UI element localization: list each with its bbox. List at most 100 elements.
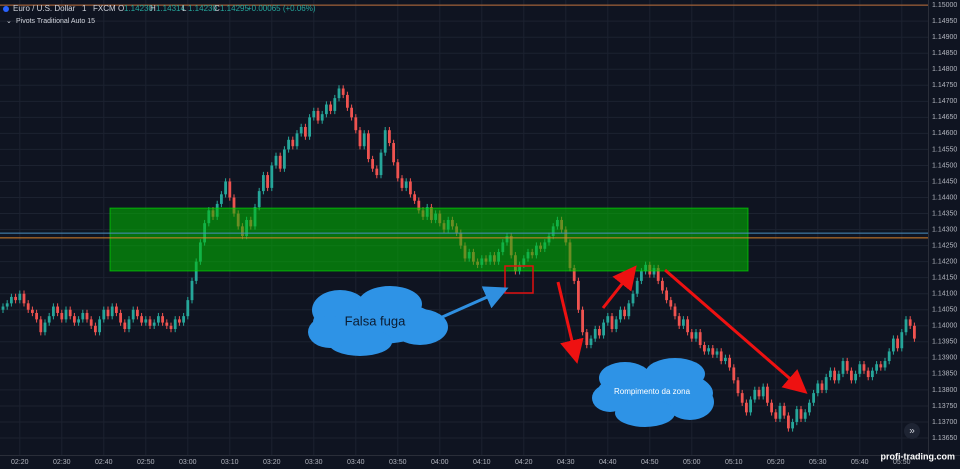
candle-body xyxy=(123,322,127,329)
zone xyxy=(109,207,749,272)
candle-body xyxy=(829,370,832,378)
x-tick-label: 02:40 xyxy=(95,459,113,466)
candle-body xyxy=(140,316,143,323)
y-tick-label: 1.14600 xyxy=(932,130,957,137)
candle-body xyxy=(850,370,853,381)
candle-body xyxy=(379,152,383,176)
y-tick-label: 1.14900 xyxy=(932,34,957,41)
ohlc-label: H xyxy=(150,4,156,13)
x-tick-label: 03:50 xyxy=(389,459,407,466)
candle-body xyxy=(304,126,307,137)
candle-body xyxy=(329,104,332,111)
candle-body xyxy=(291,139,295,147)
candle-body xyxy=(782,405,786,416)
candle-body xyxy=(589,338,593,346)
candle-body xyxy=(77,319,80,323)
x-tick-label: 04:20 xyxy=(515,459,533,466)
candle-body xyxy=(673,306,677,317)
indicator[interactable]: Pivots Traditional Auto 15 xyxy=(16,18,95,25)
candle-body xyxy=(81,312,85,320)
candle-body xyxy=(52,306,55,317)
candle-body xyxy=(94,325,97,333)
candle-body xyxy=(610,316,614,329)
candle-body xyxy=(119,312,122,323)
candle-body xyxy=(325,104,328,115)
candle-body xyxy=(362,133,366,147)
candle-body xyxy=(337,88,341,99)
candle-body xyxy=(312,110,316,118)
candle-body xyxy=(862,364,866,371)
y-tick-label: 1.14700 xyxy=(932,98,957,105)
x-tick-label: 02:20 xyxy=(11,459,29,466)
candle-body xyxy=(169,325,173,329)
candle-body xyxy=(812,393,815,403)
candle-body xyxy=(22,293,26,304)
candle-body xyxy=(736,380,740,394)
candle-body xyxy=(766,386,769,403)
candle-body xyxy=(908,319,912,326)
candle-body xyxy=(161,316,164,323)
candle-body xyxy=(110,306,114,317)
scroll-icon[interactable]: » xyxy=(909,426,915,437)
candle-body xyxy=(10,296,13,304)
scroll-button[interactable]: » xyxy=(904,423,920,439)
x-tick-label: 05:10 xyxy=(725,459,743,466)
candle-body xyxy=(774,412,778,419)
candle-body xyxy=(841,361,845,374)
x-tick-label: 04:10 xyxy=(473,459,491,466)
candle-body xyxy=(866,370,870,378)
candle-body xyxy=(627,303,631,317)
x-tick-label: 05:20 xyxy=(767,459,785,466)
cloud xyxy=(592,358,714,427)
candle-body xyxy=(913,325,916,339)
x-tick-label: 04:00 xyxy=(431,459,449,466)
candle-body xyxy=(803,412,807,419)
candle-body xyxy=(350,107,353,118)
y-tick-label: 1.14350 xyxy=(932,210,957,217)
candle-body xyxy=(682,319,685,326)
candle-body xyxy=(606,316,610,323)
candle-body xyxy=(367,133,370,160)
x-tick-label: 03:40 xyxy=(347,459,365,466)
candle-body xyxy=(320,114,324,121)
candle-body xyxy=(753,389,757,400)
candle-body xyxy=(824,377,828,390)
candle-body xyxy=(18,293,22,301)
candle-body xyxy=(383,130,387,153)
candle-body xyxy=(274,155,278,166)
candle-body xyxy=(354,117,358,131)
candle-body xyxy=(585,332,589,346)
y-tick-label: 1.14400 xyxy=(932,194,957,201)
y-tick-label: 1.13650 xyxy=(932,435,957,442)
candle-body xyxy=(778,405,782,419)
y-tick-label: 1.14650 xyxy=(932,114,957,121)
y-tick-label: 1.14200 xyxy=(932,258,957,265)
ohlc-value: 1.14295 xyxy=(220,4,249,13)
candle-body xyxy=(287,139,290,150)
candle-body xyxy=(43,322,47,333)
candle-body xyxy=(892,338,895,352)
candle-body xyxy=(388,130,391,144)
x-tick-label: 05:50 xyxy=(893,459,911,466)
candle-body xyxy=(39,319,43,333)
change: +0.00065 (+0.06%) xyxy=(247,4,316,13)
annotation: Rompimento da zona xyxy=(614,387,691,396)
candle-body xyxy=(677,316,681,326)
candle-body xyxy=(232,197,236,214)
arrow xyxy=(664,268,808,394)
candle-body xyxy=(178,319,181,323)
candle-body xyxy=(148,319,152,326)
candle-body xyxy=(761,386,765,397)
candle-body xyxy=(35,312,38,320)
candle-body xyxy=(703,345,706,352)
candle-body xyxy=(341,88,345,95)
candle-body xyxy=(640,271,643,281)
y-tick-label: 1.14800 xyxy=(932,66,957,73)
toggle-icon[interactable]: ⌄ xyxy=(6,18,12,25)
ohlc-value: 1.14230 xyxy=(188,4,217,13)
ohlc-value: 1.14230 xyxy=(124,4,153,13)
source: FXCM xyxy=(93,4,116,13)
candle-body xyxy=(845,361,849,371)
candle-body xyxy=(745,402,748,413)
candle-body xyxy=(602,322,605,336)
